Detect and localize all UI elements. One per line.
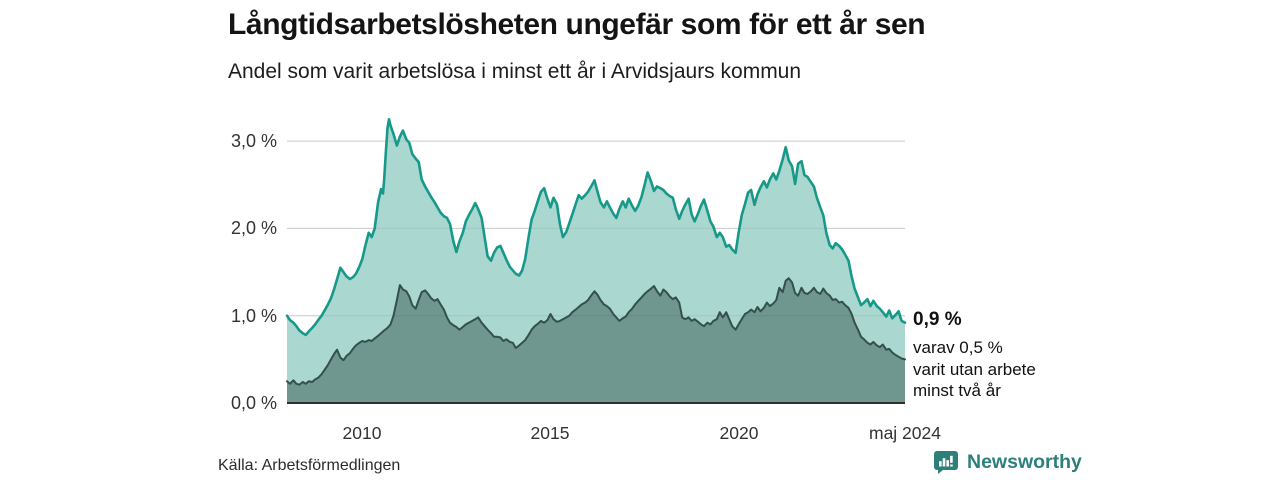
annotation-line: minst två år xyxy=(913,381,1001,400)
annotation-line: varav 0,5 % xyxy=(913,338,1003,357)
y-tick-label: 0,0 % xyxy=(230,393,277,413)
end-annotation: 0,9 % varav 0,5 % varit utan arbete mins… xyxy=(913,309,1036,402)
x-tick-label: 2015 xyxy=(530,423,570,443)
y-tick-label: 2,0 % xyxy=(230,218,277,239)
area-minst-tva-ar xyxy=(287,278,905,403)
newsworthy-logo-icon xyxy=(934,451,958,474)
line-minst-ett-ar xyxy=(285,118,907,337)
y-tick-label: 1,0 % xyxy=(230,305,277,326)
newsworthy-brand[interactable]: Newsworthy xyxy=(933,449,1082,475)
line-minst-tva-ar xyxy=(286,277,906,386)
x-tick-label: maj 2024 xyxy=(869,423,941,443)
x-tick-label: 2020 xyxy=(719,423,759,443)
end-value-label: 0,9 % xyxy=(913,309,962,330)
annotation-line: varit utan arbete xyxy=(913,359,1036,379)
chart-subtitle: Andel som varit arbetslösa i minst ett å… xyxy=(228,60,802,83)
x-tick-label: 2010 xyxy=(342,423,382,443)
source-label: Källa: Arbetsförmedlingen xyxy=(218,457,401,474)
brand-wordmark: Newsworthy xyxy=(967,450,1082,473)
gridlines-overlay xyxy=(287,140,905,317)
y-tick-label: 3,0 % xyxy=(230,131,277,152)
page-title: Långtidsarbetslösheten ungefär som för e… xyxy=(228,8,926,41)
